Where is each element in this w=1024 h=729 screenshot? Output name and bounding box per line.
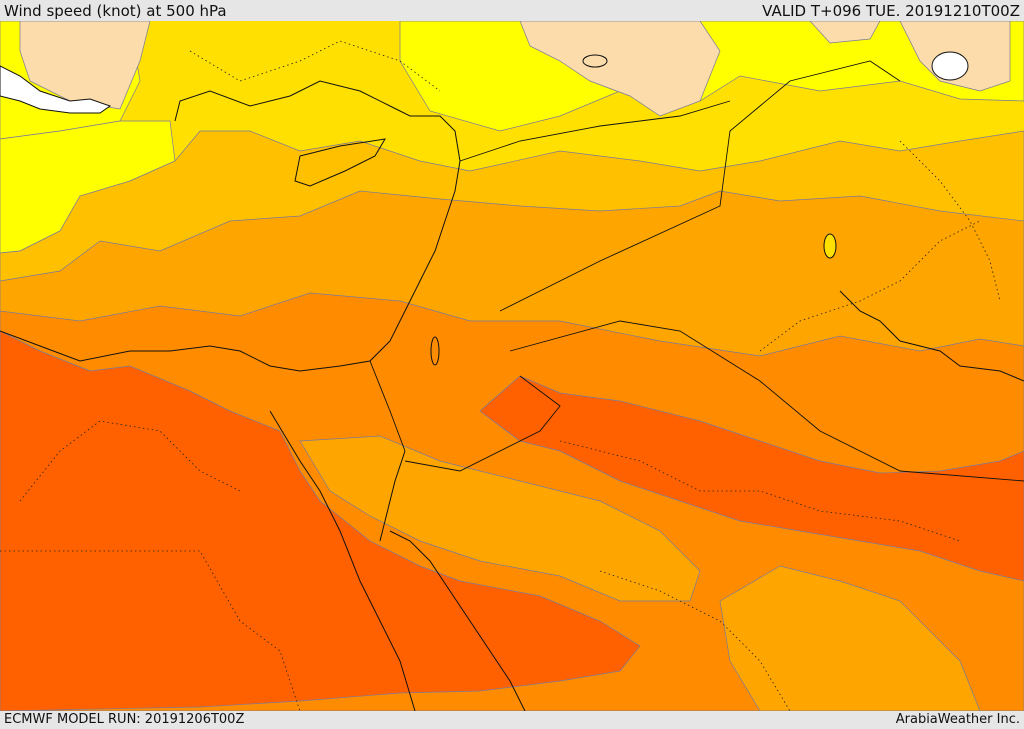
- internal-boundary-sudan: [19, 420, 241, 502]
- wind-band-deepest-east: [479, 375, 1024, 582]
- aegean-islands: [0, 65, 112, 114]
- wind-band-deepest: [0, 330, 641, 712]
- cyprus-island: [294, 138, 386, 187]
- model-run: ECMWF MODEL RUN: 20191206T00Z: [4, 712, 245, 727]
- red-sea-coastline: [269, 410, 416, 712]
- map-header: Wind speed (knot) at 500 hPa VALID T+096…: [0, 0, 1024, 21]
- internal-boundary-egypt: [0, 550, 301, 712]
- internal-boundary-saudi: [559, 440, 961, 542]
- dead-sea: [430, 336, 440, 366]
- gulf-of-aqaba: [379, 450, 406, 542]
- mediterranean-coastline: [0, 80, 461, 372]
- border-egypt-israel: [369, 360, 406, 452]
- wind-band-light-pocket-south: [719, 565, 981, 712]
- map-title: Wind speed (knot) at 500 hPa: [4, 2, 227, 20]
- border-saudi-iraq: [509, 320, 1024, 482]
- land-area-north: [519, 20, 721, 117]
- map-canvas: [0, 20, 1024, 712]
- wind-speed-map: [0, 20, 1024, 712]
- lake-urmia: [823, 233, 837, 259]
- lake-van: [931, 51, 969, 81]
- internal-boundary-iraq: [759, 220, 981, 352]
- red-sea-coastline-east: [389, 530, 526, 712]
- valid-time: VALID T+096 TUE. 20191210T00Z: [762, 2, 1020, 20]
- lake-tuz: [582, 54, 608, 68]
- border-turkey-syria: [459, 100, 731, 162]
- border-jordan-saudi: [404, 375, 561, 472]
- credit-label: ArabiaWeather Inc.: [895, 712, 1020, 727]
- border-syria-iraq: [499, 60, 901, 312]
- land-area-north-small: [809, 20, 881, 44]
- map-footer: ECMWF MODEL RUN: 20191206T00Z ArabiaWeat…: [0, 711, 1024, 729]
- persian-gulf-coastline: [839, 290, 1024, 382]
